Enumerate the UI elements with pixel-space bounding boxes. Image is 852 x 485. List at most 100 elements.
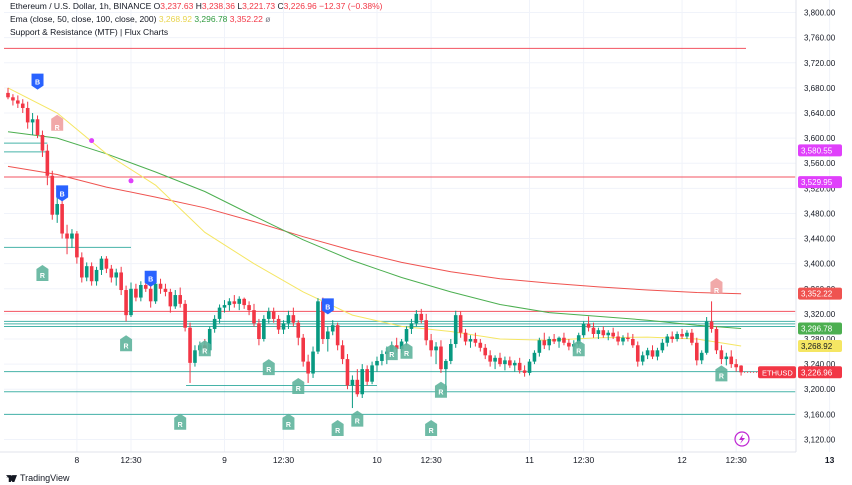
signal-dot — [89, 138, 95, 144]
candle-body — [739, 365, 743, 373]
candle-body — [55, 204, 59, 215]
candle — [188, 322, 192, 383]
candle — [6, 87, 10, 100]
candle — [527, 359, 532, 376]
retest-badge — [282, 413, 295, 430]
candle — [626, 332, 630, 342]
legend-sr-label: Support & Resistance (MTF) | Flux Charts — [10, 27, 169, 37]
candle-body — [35, 119, 40, 135]
marker-label: R — [714, 288, 719, 295]
candle-body — [291, 315, 296, 323]
candle — [557, 336, 561, 348]
symbol-tag-label: ETHUSD — [762, 368, 793, 377]
sell-marker: R — [710, 278, 723, 295]
time-tick-label: 12:30 — [120, 455, 142, 465]
candle-body — [217, 307, 222, 319]
retest-badge — [385, 344, 398, 361]
candle-body — [724, 356, 729, 360]
retest-badge — [434, 381, 447, 398]
candle-body — [335, 325, 340, 346]
candle — [350, 375, 355, 409]
legend-sr-row[interactable]: Support & Resistance (MTF) | Flux Charts — [10, 26, 382, 39]
candle-body — [591, 327, 596, 334]
candle — [35, 115, 40, 139]
legend-ema100: 3,296.78 — [194, 14, 228, 24]
price-tag-label: 3,226.96 — [801, 368, 833, 377]
legend-high: 3,238.36 — [201, 1, 235, 11]
retest-marker: R — [292, 377, 305, 394]
candle-body — [586, 323, 591, 328]
ema50-line — [7, 87, 742, 347]
candle-body — [621, 337, 625, 342]
candle — [581, 321, 586, 338]
candle-body — [488, 355, 492, 362]
candle-body — [365, 369, 369, 382]
legend-ema-flag: ø — [265, 14, 271, 24]
price-tag — [798, 366, 842, 379]
candle-body — [148, 288, 153, 302]
legend-symbol-row: Ethereum / U.S. Dollar, 1h, BINANCE O3,2… — [10, 0, 382, 13]
candle-body — [355, 379, 360, 395]
price-tick-label: 3,520.00 — [804, 184, 836, 193]
candle — [40, 130, 45, 157]
candle — [709, 301, 714, 333]
retest-badge — [351, 410, 364, 427]
marker-label: R — [389, 352, 394, 359]
legend-open: 3,237.63 — [160, 1, 194, 11]
candle — [70, 229, 74, 248]
candle-body — [478, 342, 483, 348]
candle — [129, 282, 133, 318]
marker-label: R — [576, 348, 581, 355]
candle — [345, 354, 350, 390]
marker-label: R — [40, 273, 45, 280]
marker-label: R — [55, 125, 60, 132]
price-tick-label: 3,600.00 — [804, 134, 836, 143]
candle — [547, 336, 551, 351]
legend-low: 3,221.73 — [242, 1, 276, 11]
candle-body — [453, 315, 458, 345]
candle-body — [94, 269, 99, 282]
tradingview-logo[interactable]: TradingView — [6, 473, 70, 483]
candle-body — [252, 310, 256, 324]
candle-body — [301, 337, 305, 362]
candle — [424, 313, 428, 346]
candle-body — [645, 350, 650, 356]
candle-body — [493, 357, 497, 362]
candle — [266, 307, 271, 324]
candle-body — [134, 288, 138, 298]
candle-body — [139, 285, 143, 298]
candle — [665, 333, 670, 347]
candle — [370, 361, 374, 385]
candle-body — [70, 233, 74, 239]
legend-open-label: O — [153, 1, 161, 11]
marker-label: B — [60, 191, 65, 198]
candle-body — [109, 268, 114, 278]
time-tick-label: 12 — [677, 455, 687, 465]
time-tick-label: 8 — [75, 455, 80, 465]
candle-body — [306, 361, 310, 374]
candle-body — [89, 266, 94, 282]
candle-body — [321, 301, 325, 339]
price-tick-label: 3,320.00 — [804, 310, 836, 319]
candle-body — [552, 339, 556, 342]
candle — [724, 352, 729, 366]
candle — [55, 197, 59, 223]
candle — [301, 333, 305, 367]
candle — [158, 278, 163, 294]
price-tick-label: 3,680.00 — [804, 84, 836, 93]
candle-body — [709, 321, 714, 329]
marker-label: R — [266, 367, 271, 374]
legend-ema-row[interactable]: Ema (close, 50, close, 100, close, 200) … — [10, 13, 382, 26]
candle — [606, 330, 611, 341]
price-tick-label: 3,200.00 — [804, 385, 836, 394]
sell-badge — [51, 114, 64, 131]
candle — [562, 332, 566, 346]
candle — [611, 327, 615, 339]
retest-marker: R — [262, 359, 275, 376]
time-tick-label: 10 — [372, 455, 382, 465]
candle — [453, 310, 458, 348]
time-tick-label: 9 — [222, 455, 227, 465]
ema100-line — [7, 131, 742, 329]
candle — [685, 330, 689, 339]
